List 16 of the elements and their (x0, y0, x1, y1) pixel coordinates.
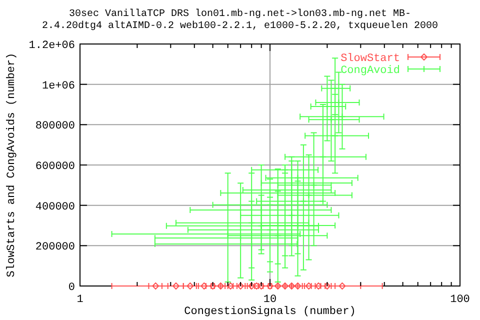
x-tick-label: 100 (450, 294, 470, 306)
y-tick-label: 400000 (35, 201, 75, 214)
y-tick-label: 600000 (35, 161, 75, 173)
y-tick-label: 1.2e+06 (28, 40, 75, 52)
y-tick-label: 1e+06 (42, 80, 75, 92)
y-axis-title: SlowStarts and CongAvoids (number) (6, 52, 18, 278)
x-axis-title: CongestionSignals (number) (184, 306, 356, 318)
chart-subtitle: 2.4.20dtg4 altAIMD-0.2 web100-2.2.1, e1000-5.2.20, txqueuelen 2000 (42, 20, 438, 32)
y-tick-label: 0 (68, 282, 75, 294)
x-tick-label: 10 (263, 294, 277, 306)
legend-label: SlowStart (340, 53, 400, 65)
legend-label: CongAvoid (340, 65, 400, 77)
chart-title: 30sec VanillaTCP DRS lon01.mb-ng.net->lon03.mb-ng.net MB- (68, 8, 412, 20)
x-tick-label: 1 (76, 294, 84, 306)
y-tick-label: 200000 (35, 242, 75, 254)
y-tick-label: 800000 (35, 120, 75, 133)
